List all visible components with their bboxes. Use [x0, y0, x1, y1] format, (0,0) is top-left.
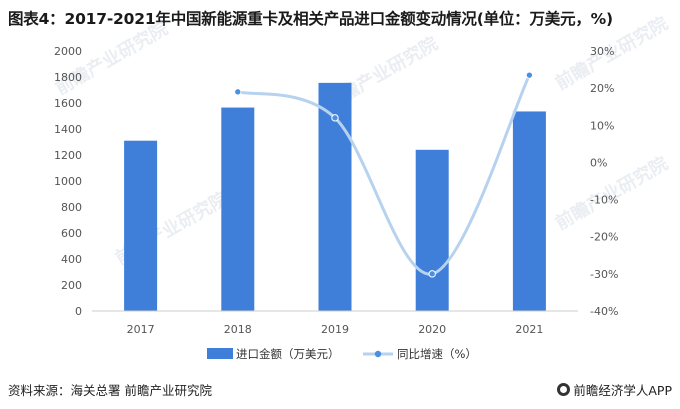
bar: [221, 107, 255, 311]
legend-swatch-bar: [207, 348, 233, 359]
brand-logo: 前瞻经济学人APP: [557, 380, 672, 399]
watermark-logo: 前瞻产业研究院: [52, 17, 172, 99]
x-tick-label: 2018: [224, 323, 252, 336]
y-right-tick-label: -30%: [590, 268, 618, 281]
line-point: [525, 71, 534, 79]
bar: [124, 140, 158, 311]
y-left-tick-label: 0: [75, 305, 82, 318]
bar: [415, 149, 449, 311]
legend-label-bar: 进口金额（万美元）: [236, 347, 340, 361]
bar: [512, 111, 546, 311]
legend: 进口金额（万美元） 同比增速（%）: [207, 347, 477, 361]
y-right-tick-label: -40%: [590, 305, 618, 318]
y-right-tick-label: -20%: [590, 231, 618, 244]
y-left-tick-label: 2000: [54, 45, 82, 58]
line-point: [234, 88, 242, 96]
x-tick-label: 2021: [515, 323, 543, 336]
x-tick-label: 2019: [321, 323, 349, 336]
x-tick-label: 2020: [418, 323, 446, 336]
y-right-tick-label: 10%: [590, 119, 614, 132]
y-left-tick-label: 600: [61, 227, 82, 240]
y-right-tick-label: 30%: [590, 45, 614, 58]
y-left-tick-label: 200: [61, 279, 82, 292]
series-line: [237, 74, 531, 276]
brand-logo-icon: [557, 383, 571, 396]
y-left-tick-label: 400: [61, 253, 82, 266]
brand-name: 前瞻经济学人APP: [573, 383, 672, 398]
y-right-tick-label: 0%: [590, 156, 607, 169]
source-note: 资料来源：海关总署 前瞻产业研究院: [8, 383, 212, 398]
y-right-tick-label: -10%: [590, 194, 618, 207]
x-tick-label: 2017: [127, 323, 155, 336]
line-point: [428, 270, 436, 278]
y-right-tick-label: 20%: [590, 82, 614, 95]
legend-label-line: 同比增速（%）: [397, 347, 477, 361]
y-left-tick-label: 1800: [54, 71, 82, 84]
chart-title: 图表4：2017-2021年中国新能源重卡及相关产品进口金额变动情况(单位：万美…: [8, 10, 613, 28]
y-left-tick-label: 800: [61, 201, 82, 214]
y-left-tick-label: 1400: [54, 123, 82, 136]
y-left-tick-label: 1600: [54, 97, 82, 110]
legend-swatch-marker: [374, 350, 382, 358]
line-point: [331, 114, 339, 122]
y-left-tick-label: 1200: [54, 149, 82, 162]
y-left-tick-label: 1000: [54, 175, 82, 188]
